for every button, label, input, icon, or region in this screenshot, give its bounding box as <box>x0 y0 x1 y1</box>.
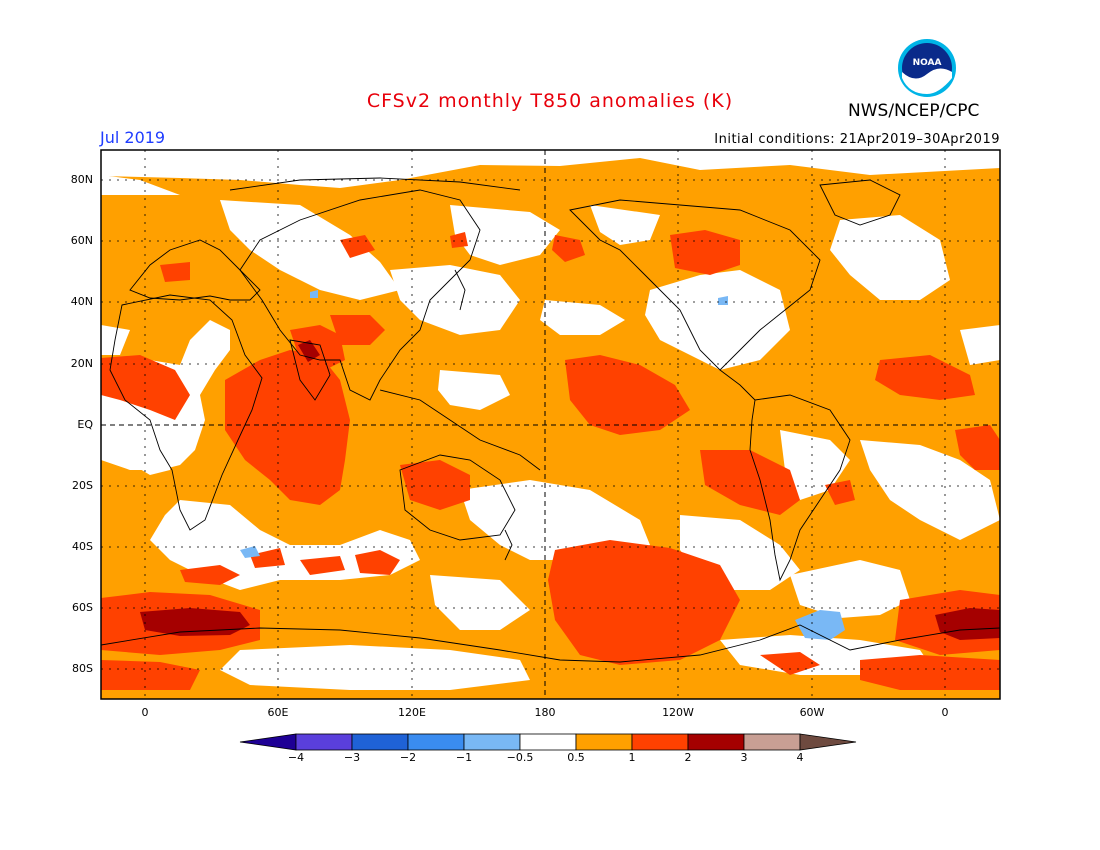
lat-label-40s: 40S <box>72 540 93 553</box>
lat-label-20s: 20S <box>72 479 93 492</box>
lon-label-120e: 120E <box>398 706 426 719</box>
lat-label-40n: 40N <box>70 295 93 308</box>
lon-label-60e: 60E <box>267 706 289 719</box>
lat-label-80s: 80S <box>72 662 93 675</box>
colorbar-tick-label: 1 <box>628 751 636 764</box>
colorbar-tick-label: 3 <box>740 751 748 764</box>
initial-conditions: Initial conditions: 21Apr2019–30Apr2019 <box>714 132 1000 147</box>
lat-label-eq: EQ <box>77 418 93 431</box>
lat-label-60n: 60N <box>70 234 93 247</box>
lat-label-20n: 20N <box>70 357 93 370</box>
colorbar-swatch <box>351 733 409 751</box>
cool-regions <box>240 290 845 640</box>
coastlines <box>101 177 1000 663</box>
colorbar-under-arrow <box>239 733 297 751</box>
lon-label-120w: 120W <box>662 706 694 719</box>
colorbar <box>239 733 857 751</box>
colorbar-swatch <box>407 733 465 751</box>
lon-label-60w: 60W <box>799 706 825 719</box>
forecast-month: Jul 2019 <box>100 128 166 147</box>
colorbar-tick-label: −0.5 <box>506 751 534 764</box>
graticule <box>101 150 1000 699</box>
colorbar-tick-label: −1 <box>455 751 473 764</box>
noaa-logo: NOAA <box>897 38 957 98</box>
colorbar-tick-label: −2 <box>399 751 417 764</box>
colorbar-tick-label: −3 <box>343 751 361 764</box>
lon-label-0-east: 0 <box>941 706 949 719</box>
lon-label-180: 180 <box>534 706 556 719</box>
strong-warm-regions <box>140 340 1000 640</box>
colorbar-tick-label: −4 <box>287 751 305 764</box>
colorbar-swatch <box>519 733 577 751</box>
equator-dateline <box>101 150 1000 699</box>
logo-text: NOAA <box>913 58 942 68</box>
warm-regions <box>101 230 1000 690</box>
agency-label: NWS/NCEP/CPC <box>848 101 980 121</box>
colorbar-tick-label: 4 <box>796 751 804 764</box>
colorbar-swatch <box>575 733 633 751</box>
neutral-regions <box>101 150 1000 690</box>
colorbar-swatch <box>687 733 745 751</box>
colorbar-swatch <box>295 733 353 751</box>
colorbar-tick-label: 0.5 <box>567 751 585 764</box>
colorbar-swatch <box>743 733 801 751</box>
colorbar-over-arrow <box>799 733 857 751</box>
colorbar-swatch <box>463 733 521 751</box>
colorbar-tick-label: 2 <box>684 751 692 764</box>
map-frame <box>100 149 1001 700</box>
colorbar-swatch <box>631 733 689 751</box>
map-title: CFSv2 monthly T850 anomalies (K) <box>366 90 734 112</box>
lon-label-0-west: 0 <box>141 706 149 719</box>
lat-label-80n: 80N <box>70 173 93 186</box>
map-field <box>101 150 1000 699</box>
lat-label-60s: 60S <box>72 601 93 614</box>
